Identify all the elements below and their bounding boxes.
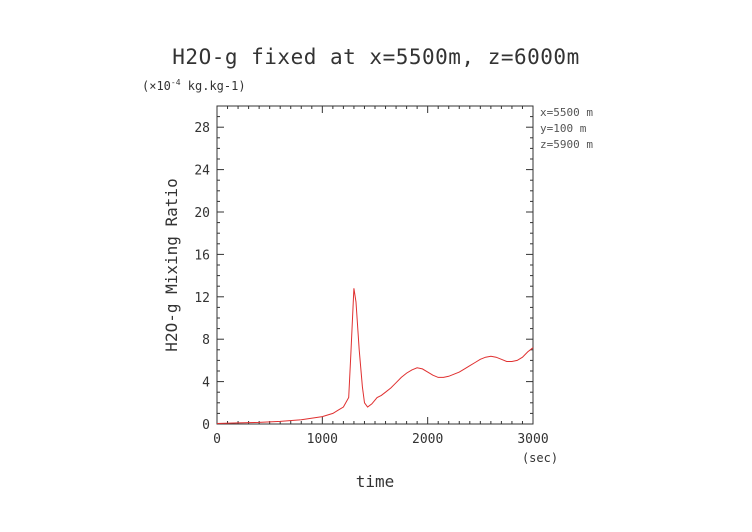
annotation-x: x=5500 m (540, 106, 593, 119)
series-line (216, 288, 534, 424)
x-tick-label: 0 (213, 432, 221, 447)
y-tick-label: 12 (194, 291, 210, 306)
plot-frame (216, 105, 534, 425)
y-tick-label: 20 (194, 206, 210, 221)
x-tick-label: 1000 (307, 432, 338, 447)
x-axis-unit: (sec) (522, 451, 558, 465)
annotation-z: z=5900 m (540, 138, 593, 151)
y-tick-label: 8 (202, 333, 210, 348)
series-group (216, 288, 534, 424)
chart-title: H2O-g fixed at x=5500m, z=6000m (172, 45, 580, 69)
x-tick-label: 3000 (517, 432, 548, 447)
annotation-y: y=100 m (540, 122, 587, 135)
units-label: (×10-4 kg.kg-1) (142, 78, 246, 93)
x-tick-label: 2000 (412, 432, 443, 447)
y-axis-label: H2O-g Mixing Ratio (162, 178, 181, 351)
y-tick-label: 4 (202, 376, 210, 391)
y-tick-label: 24 (194, 164, 210, 179)
units-suffix: kg.kg-1) (180, 79, 246, 93)
x-axis-label: time (356, 472, 395, 491)
units-exponent: -4 (170, 78, 181, 87)
y-tick-label: 28 (194, 121, 210, 136)
y-tick-label: 0 (202, 418, 210, 433)
y-tick-label: 16 (194, 248, 210, 263)
units-prefix: (×10 (142, 79, 171, 93)
axis-ticks: 0 4 8 12 16 20 24 28 0 1000 2000 3000 (194, 105, 549, 447)
